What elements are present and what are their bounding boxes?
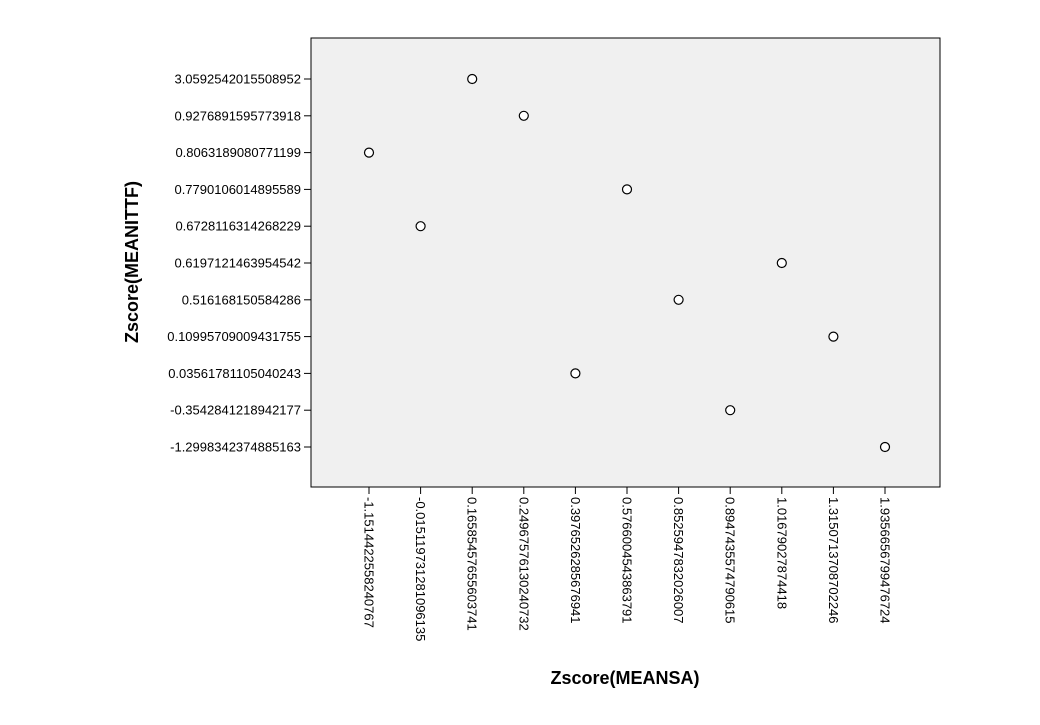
y-axis: -1.2998342374885163 -0.3542841218942177 0.…	[167, 72, 311, 455]
y-tick-label: -0.3542841218942177	[170, 403, 301, 418]
x-tick-label: 0.3976526285676941	[568, 497, 583, 624]
y-axis-title: Zscore(MEANITTF)	[122, 181, 142, 343]
x-tick-label: 1.0167902787441​8	[774, 497, 789, 609]
data-point	[467, 73, 478, 85]
data-point	[363, 147, 375, 158]
data-point	[518, 110, 529, 121]
x-tick-label: -0.0151197312810961​35	[413, 497, 428, 641]
y-tick-label: 0.03561781105040243	[168, 366, 301, 381]
y-tick-label: 0.7790106014895589	[174, 182, 301, 197]
y-tick-label: 0.516168150584286	[182, 292, 301, 307]
y-tick-label: 0.10995709009431755	[167, 329, 301, 344]
x-tick-label: 0.5766004543863791	[620, 497, 635, 624]
data-point	[570, 368, 581, 379]
data-points	[363, 73, 891, 453]
x-tick-label: -1.1514422558240767	[362, 497, 377, 628]
x-tick-label: 0.1658545765560374​1	[465, 497, 480, 631]
x-tick-label: 0.8947435574790615	[723, 497, 738, 624]
data-point	[673, 294, 684, 305]
data-point	[828, 331, 839, 342]
x-tick-label: 1.3150713708702246	[826, 497, 841, 624]
y-tick-label: 0.6197121463954542	[174, 256, 301, 271]
y-tick-label: 0.6728116314268229	[175, 219, 301, 234]
x-tick-label: 1.9356656799476724	[878, 497, 893, 624]
plot-area	[310, 37, 941, 488]
y-tick-label: -1.2998342374885163	[170, 440, 301, 455]
x-axis: -1.1514422558240767 -0.0151197312810961​3…	[362, 487, 893, 641]
x-axis-title: Zscore(MEANSA)	[550, 668, 699, 688]
y-tick-label: 3.0592542015508952	[174, 72, 301, 87]
x-tick-label: 0.8525947832026007	[671, 497, 686, 624]
data-point	[621, 184, 633, 195]
data-point	[776, 257, 787, 269]
x-tick-label: 0.2496757613024073​2	[516, 497, 531, 631]
y-tick-label: 0.8063189080771199	[175, 145, 301, 160]
data-point	[879, 441, 891, 453]
data-point	[725, 405, 736, 416]
y-tick-label: 0.9276891595773918	[174, 108, 301, 123]
data-point	[415, 221, 426, 232]
